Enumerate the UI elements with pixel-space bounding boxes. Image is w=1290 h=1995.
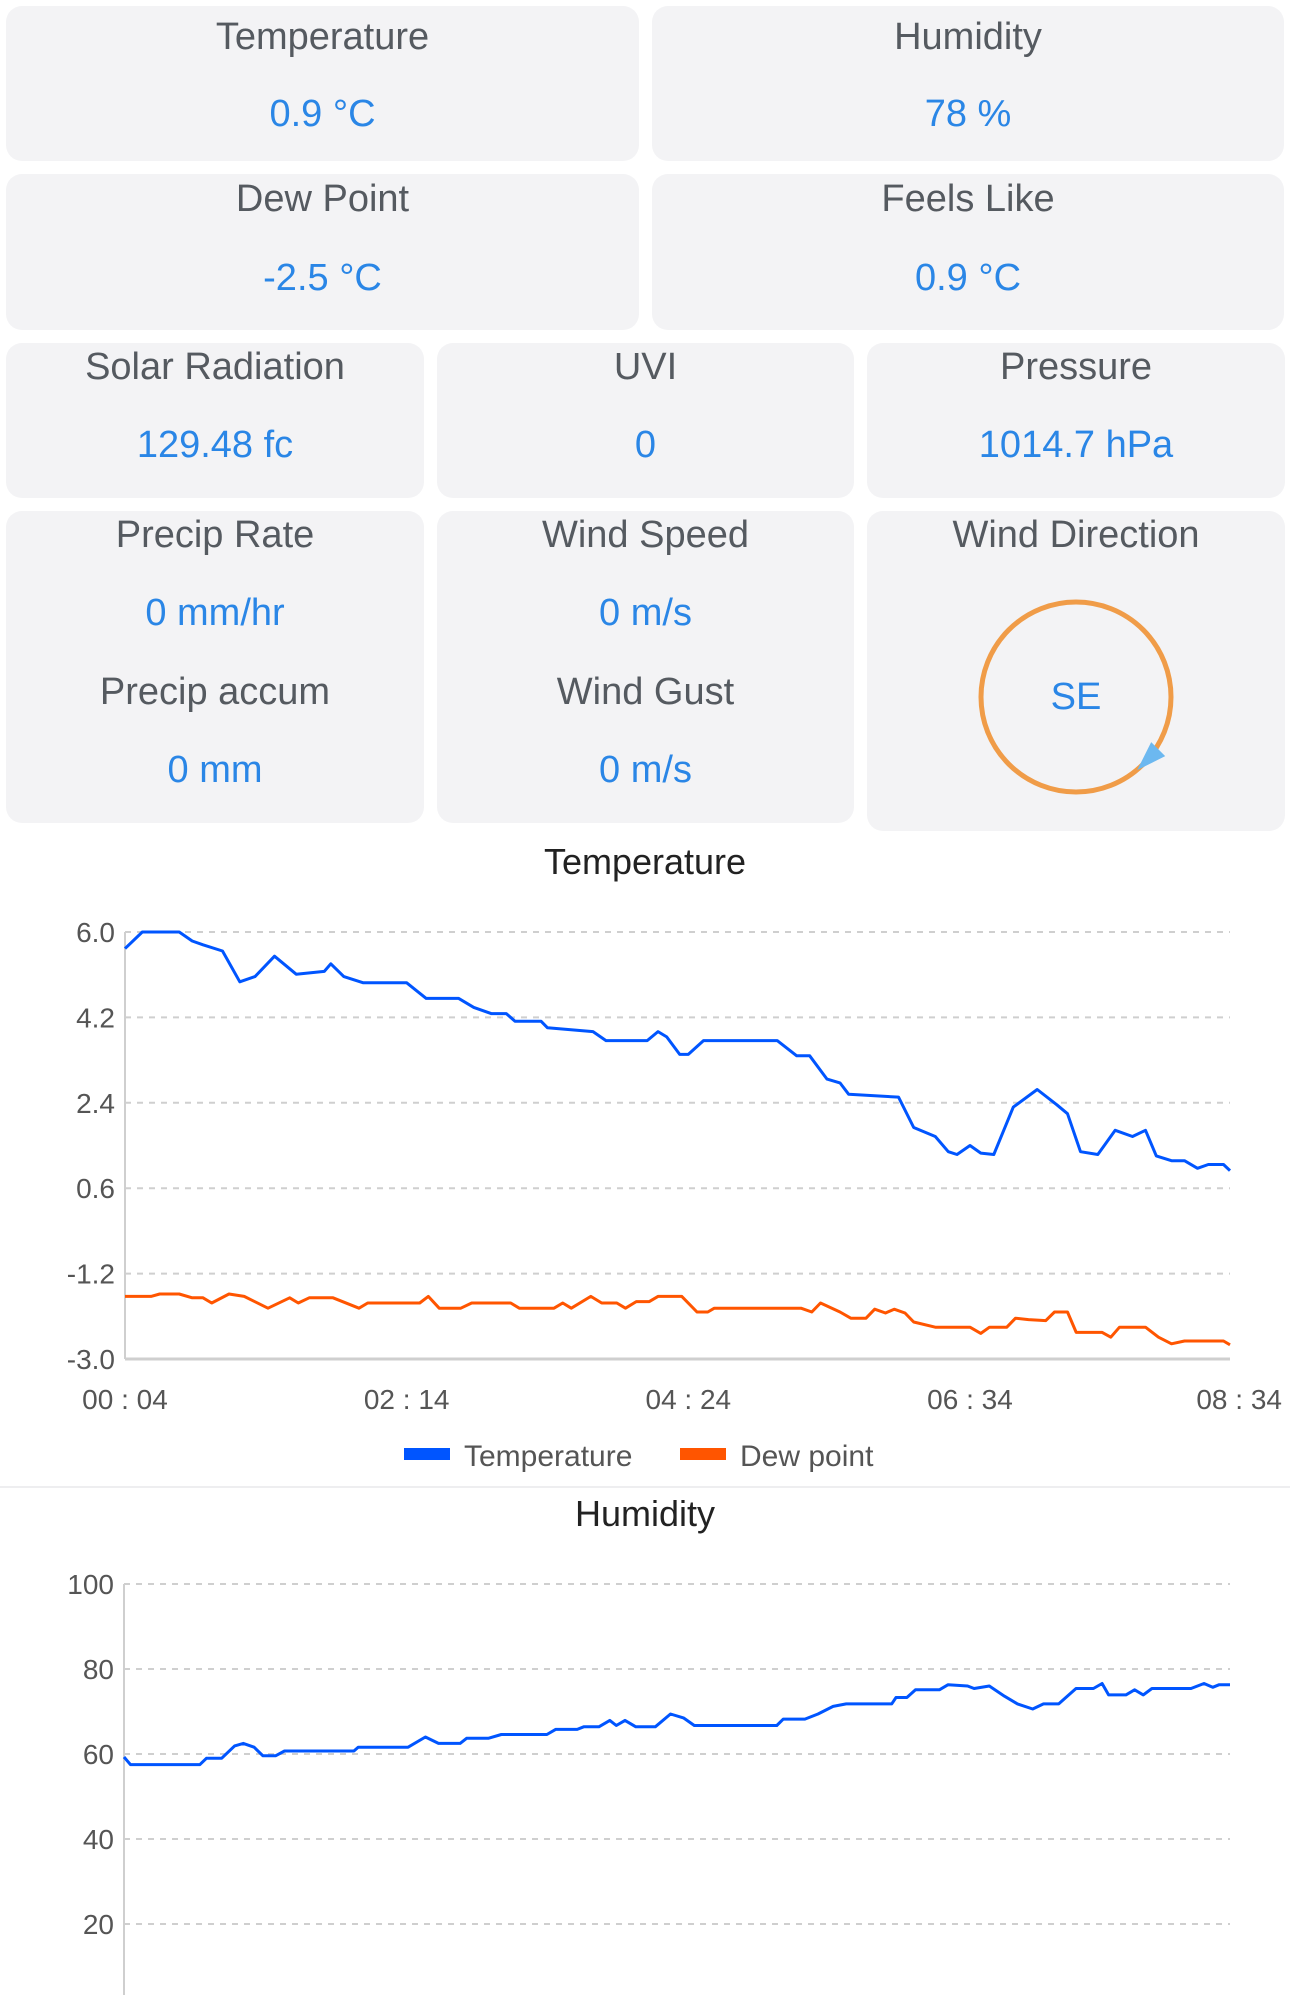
series-line-dew-point (125, 1292, 1231, 1347)
chart-legend: Temperature Dew point (404, 1440, 874, 1473)
card-label: Solar Radiation (85, 346, 345, 388)
solar-radiation-card: Solar Radiation 129.48 fc (6, 343, 424, 498)
y-tick-label: 100 (67, 1569, 114, 1600)
y-tick-label: 60 (83, 1739, 114, 1770)
x-tick-label: 06 : 34 (927, 1384, 1013, 1415)
x-tick-label: 00 : 04 (82, 1384, 168, 1415)
card-value: 0 mm/hr (145, 592, 285, 634)
card-label: Humidity (894, 16, 1042, 58)
card-value: 1014.7 hPa (978, 424, 1174, 466)
uvi-card: UVI 0 (437, 343, 854, 498)
chart-divider (0, 1486, 1290, 1488)
y-tick-label: 2.4 (76, 1088, 115, 1119)
card-label: Dew Point (235, 178, 410, 220)
wind-compass (978, 599, 1174, 795)
series-line-temperature (123, 930, 1232, 1172)
chart-title: Humidity (575, 1493, 715, 1534)
wind-direction-card: Wind Direction SE (867, 511, 1285, 831)
y-tick-label: 80 (83, 1654, 114, 1685)
card-label: Wind Direction (952, 514, 1200, 556)
card-value: 0 m/s (599, 592, 692, 634)
card-label: Pressure (999, 346, 1153, 388)
y-tick-label: -1.2 (67, 1259, 115, 1290)
temperature-card: Temperature 0.9 °C (6, 6, 639, 161)
series-line-humidity (122, 1682, 1230, 1767)
x-tick-label: 08 : 34 (1196, 1384, 1282, 1415)
legend-swatch-temperature (404, 1448, 450, 1460)
legend-swatch-dew-point (680, 1448, 726, 1460)
wind-direction-value: SE (1050, 676, 1102, 718)
chart-title: Temperature (544, 841, 746, 882)
card-label: Temperature (215, 16, 430, 58)
y-tick-label: -3.0 (67, 1344, 115, 1375)
temperature-chart: Temperature 6.0 4.2 2.4 0.6 -1.2 -3.0 00 : 04 0… (67, 841, 1282, 1473)
card-value: -2.5 °C (263, 257, 382, 299)
precipitation-card: Precip Rate 0 mm/hr Precip accum 0 mm (6, 511, 424, 823)
card-label: Precip Rate (115, 514, 315, 556)
compass-arrow-icon (1137, 742, 1166, 771)
card-value: 129.48 fc (136, 424, 294, 466)
legend-label-temperature[interactable]: Temperature (464, 1440, 632, 1473)
card-value: 0 m/s (599, 749, 692, 791)
compass-ring-icon (978, 599, 1174, 795)
x-tick-label: 02 : 14 (364, 1384, 450, 1415)
card-label: Wind Gust (556, 671, 735, 713)
card-value: 78 % (924, 93, 1012, 135)
wind-speed-card: Wind Speed 0 m/s Wind Gust 0 m/s (437, 511, 854, 823)
card-value: 0.9 °C (269, 93, 376, 135)
card-value: 0 (634, 424, 657, 466)
card-value: 0.9 °C (914, 257, 1022, 299)
legend-label-dew-point[interactable]: Dew point (740, 1440, 874, 1473)
dew-point-card: Dew Point -2.5 °C (6, 174, 639, 330)
humidity-card: Humidity 78 % (652, 6, 1284, 161)
y-tick-label: 20 (83, 1909, 114, 1940)
card-label: UVI (613, 346, 678, 388)
card-value: 0 mm (167, 749, 263, 791)
card-label: Feels Like (881, 178, 1055, 220)
pressure-card: Pressure 1014.7 hPa (867, 343, 1285, 498)
x-tick-label: 04 : 24 (646, 1384, 732, 1415)
y-tick-label: 6.0 (76, 917, 115, 948)
card-label: Wind Speed (541, 514, 749, 556)
y-tick-label: 0.6 (76, 1173, 115, 1204)
y-tick-label: 40 (83, 1824, 114, 1855)
feels-like-card: Feels Like 0.9 °C (652, 174, 1284, 330)
y-tick-label: 4.2 (76, 1002, 115, 1033)
card-label: Precip accum (99, 671, 331, 713)
humidity-chart: Humidity 100 80 60 40 20 (67, 1493, 1230, 1995)
